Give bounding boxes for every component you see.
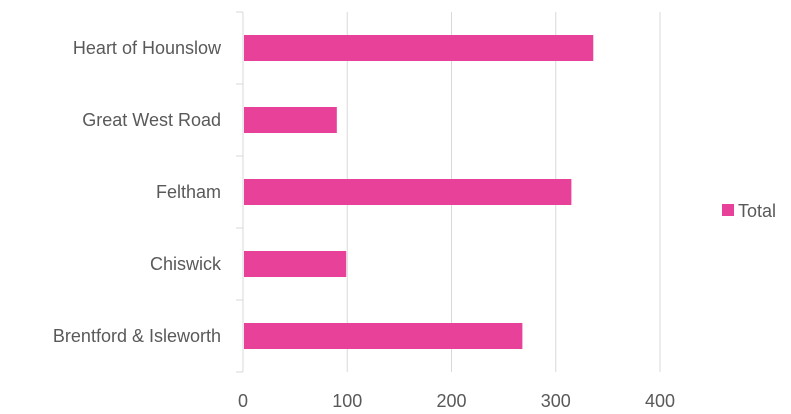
x-tick-label-300: 300 [541, 391, 571, 411]
category-axis [236, 11, 244, 373]
x-tick-label-0: 0 [238, 391, 248, 411]
category-label-feltham: Feltham [156, 182, 221, 202]
bar-feltham [244, 179, 572, 205]
value-axis-labels: 0 100 200 300 400 [238, 391, 675, 411]
legend-label-total: Total [738, 201, 776, 221]
category-labels: Heart of Hounslow Great West Road Feltham C… [53, 38, 222, 346]
x-tick-label-400: 400 [645, 391, 675, 411]
legend-swatch-total [722, 204, 734, 216]
category-label-brentford-isleworth: Brentford & Isleworth [53, 326, 221, 346]
bar-great-west-road [244, 107, 337, 133]
bar-brentford-isleworth [244, 323, 523, 349]
bar-series [244, 35, 594, 349]
bar-heart-of-hounslow [244, 35, 594, 61]
legend: Total [722, 201, 776, 221]
category-label-heart-of-hounslow: Heart of Hounslow [73, 38, 222, 58]
x-tick-label-100: 100 [332, 391, 362, 411]
x-tick-label-200: 200 [436, 391, 466, 411]
category-label-chiswick: Chiswick [150, 254, 222, 274]
category-label-great-west-road: Great West Road [82, 110, 221, 130]
bar-chiswick [244, 251, 347, 277]
